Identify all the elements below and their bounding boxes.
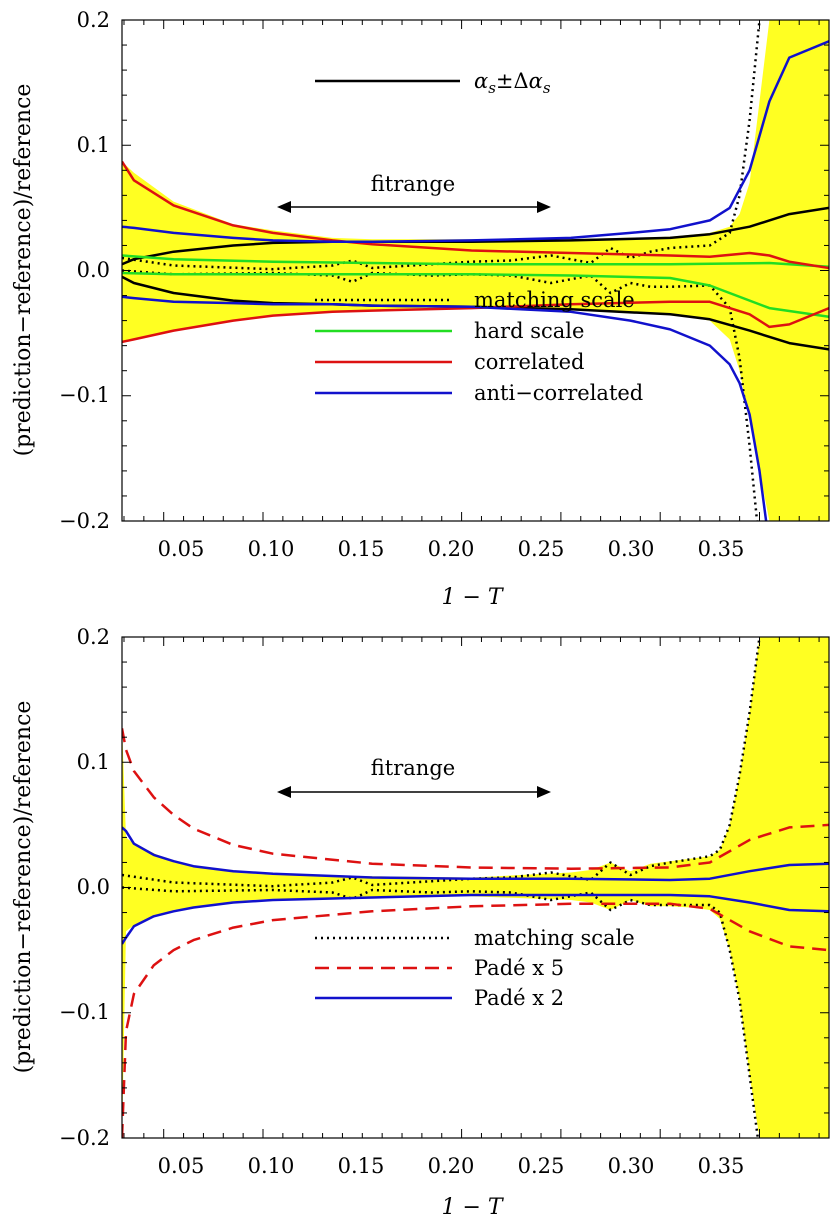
bottom-xaxis-title: 1 − T — [441, 1195, 504, 1220]
top-xtick-label: 0.35 — [698, 537, 745, 561]
top-series-group — [122, 20, 829, 521]
top-xtick-label: 0.15 — [338, 537, 385, 561]
bottom-series-group — [122, 637, 829, 1138]
bottom-legend-label: Padé x 2 — [474, 986, 564, 1010]
top-fitrange-label: fitrange — [371, 172, 455, 196]
bottom-xtick-label: 0.05 — [158, 1154, 205, 1178]
bottom-legend-label: Padé x 5 — [474, 956, 564, 980]
top-ytick-label: −0.2 — [59, 509, 110, 533]
bottom-ytick-label: 0.1 — [77, 750, 110, 774]
bottom-ytick-label: 0.0 — [77, 875, 110, 899]
bottom-xtick-label: 0.25 — [518, 1154, 565, 1178]
top-band — [122, 20, 829, 521]
bottom-ytick-label: −0.2 — [59, 1126, 110, 1150]
top-xaxis-title: 1 − T — [441, 585, 504, 610]
top-xtick-label: 0.20 — [428, 537, 475, 561]
top-panel: 0.2 0.1 0.0 −0.1 −0.2 0.05 0.10 0.15 0.2… — [11, 8, 830, 610]
bottom-xtick-label: 0.30 — [608, 1154, 655, 1178]
bottom-ytick-label: 0.2 — [77, 625, 110, 649]
bottom-ytick-label: −0.1 — [59, 1000, 110, 1024]
bottom-panel: 0.2 0.1 0.0 −0.1 −0.2 0.05 0.10 0.15 0.2… — [11, 625, 830, 1220]
top-yaxis-title: (prediction−reference)/reference — [11, 84, 36, 457]
top-xtick-label: 0.05 — [158, 537, 205, 561]
bottom-fitrange-label: fitrange — [371, 756, 455, 780]
top-series-line — [122, 160, 829, 270]
bottom-xtick-label: 0.35 — [698, 1154, 745, 1178]
bottom-series-line — [122, 893, 829, 945]
top-ytick-label: 0.1 — [77, 133, 110, 157]
top-fitrange-arrow — [277, 201, 551, 213]
top-xtick-label: 0.25 — [518, 537, 565, 561]
top-ytick-label: 0.0 — [77, 258, 110, 282]
top-legend: matching scale hard scale correlated ant… — [315, 288, 643, 405]
bottom-tick-marks — [122, 636, 829, 1139]
bottom-series-line — [122, 728, 829, 870]
bottom-xtick-label: 0.10 — [248, 1154, 295, 1178]
top-legend-label: hard scale — [474, 319, 584, 343]
top-series-line — [122, 300, 829, 344]
top-xtick-label: 0.30 — [608, 537, 655, 561]
top-series-line — [122, 40, 829, 243]
bottom-xtick-label: 0.15 — [338, 1154, 385, 1178]
top-series-line — [122, 254, 829, 268]
bottom-band — [122, 637, 829, 1138]
top-xtick-label: 0.10 — [248, 537, 295, 561]
bottom-series-line — [122, 826, 829, 882]
bottom-yaxis-title: (prediction−reference)/reference — [11, 701, 36, 1074]
top-tick-marks — [122, 19, 829, 522]
top-ytick-label: −0.1 — [59, 383, 110, 407]
top-series-line — [122, 295, 768, 521]
bottom-series-line — [122, 902, 829, 1138]
top-alpha-legend-label: αs±Δαs — [474, 69, 551, 97]
bottom-legend-label: matching scale — [474, 926, 635, 950]
bottom-series-line — [122, 886, 760, 1138]
top-legend-label: correlated — [474, 350, 584, 374]
top-legend-label: anti−correlated — [474, 381, 643, 405]
top-legend-label: matching scale — [474, 288, 635, 312]
top-ytick-label: 0.2 — [77, 8, 110, 32]
bottom-fitrange-arrow — [277, 786, 551, 798]
bottom-legend: matching scale Padé x 5 Padé x 2 — [315, 926, 635, 1010]
bottom-xtick-label: 0.20 — [428, 1154, 475, 1178]
top-series-line — [122, 271, 829, 319]
top-series-line — [122, 269, 759, 521]
